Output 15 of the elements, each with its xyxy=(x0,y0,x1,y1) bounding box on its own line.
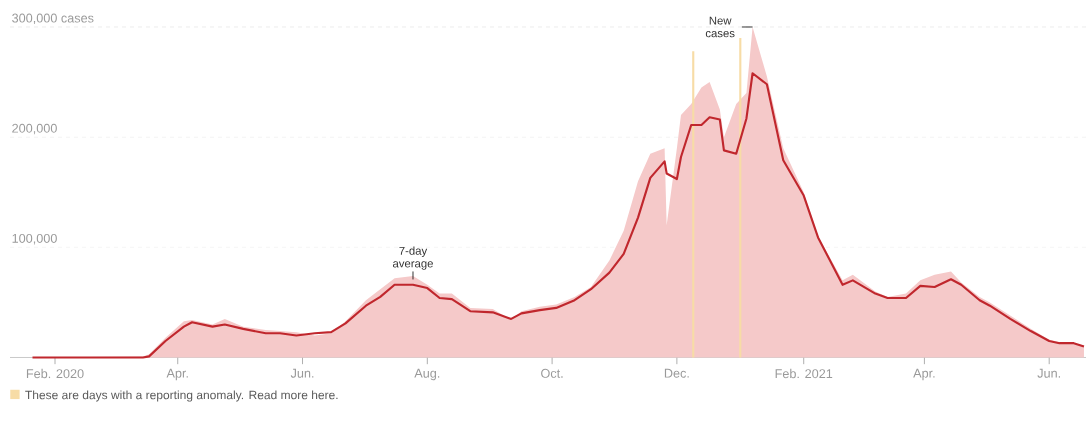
y-tick-label: 100,000 xyxy=(12,233,57,245)
x-tick-label: Apr. xyxy=(913,368,935,381)
x-tick-label: Dec. xyxy=(664,368,689,378)
y-tick-label: 200,000 xyxy=(12,123,57,135)
x-tick-label: Jun. xyxy=(290,368,314,378)
x-tick-label: Jun. xyxy=(1037,368,1060,378)
x-tick-label: Aug. xyxy=(414,368,440,381)
x-tick-label: Feb. 2021 xyxy=(775,368,833,379)
x-tick-label: Feb. 2020 xyxy=(26,368,84,379)
legend-label: These are days with a reporting anomaly. Read more here. xyxy=(25,390,338,402)
annotation: 7-day average xyxy=(393,246,433,270)
annotation: New cases xyxy=(705,16,735,38)
y-tick-label: 300,000 cases xyxy=(12,13,94,25)
x-tick-label: Oct. xyxy=(541,368,563,378)
x-tick-label: Apr. xyxy=(166,368,188,381)
